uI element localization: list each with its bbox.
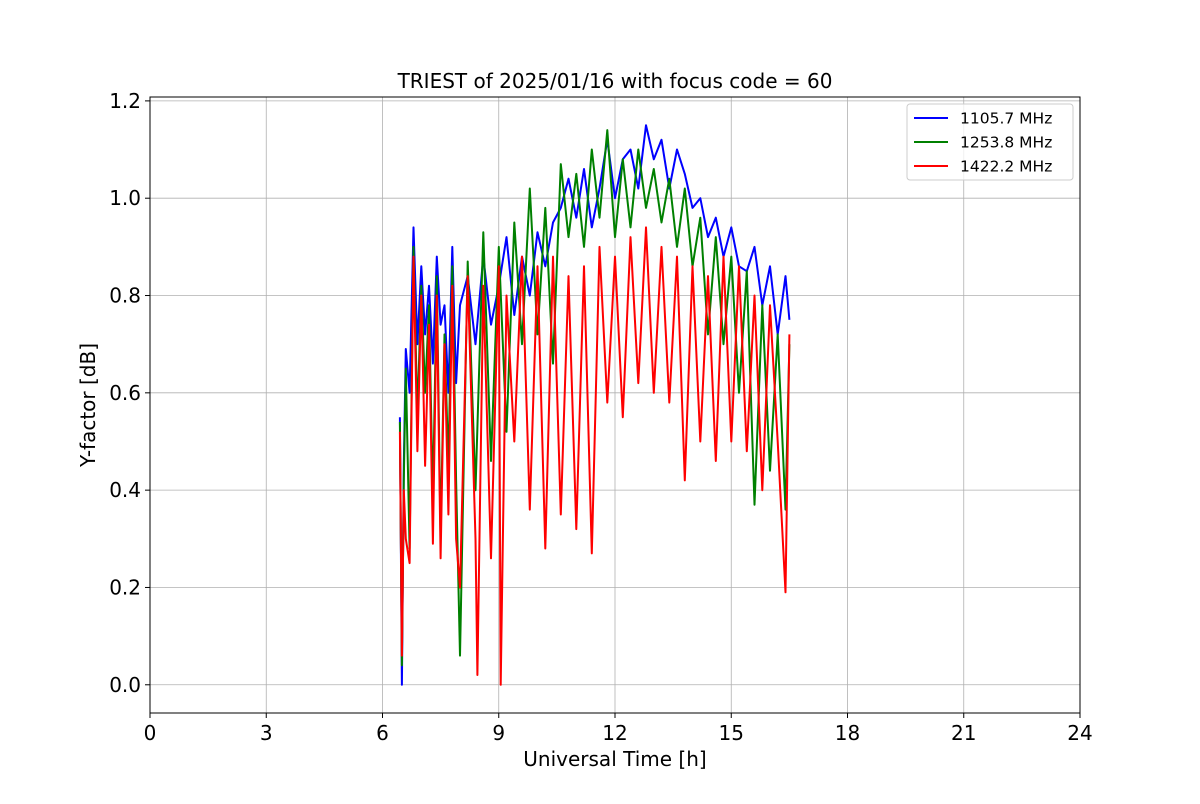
y-tick-label: 0.6 bbox=[109, 381, 141, 405]
x-tick-label: 21 bbox=[951, 721, 976, 745]
x-axis-ticks: 0 3 6 9 12 15 18 21 24 bbox=[144, 713, 1093, 745]
y-axis-ticks: 0.0 0.2 0.4 0.6 0.8 1.0 1.2 bbox=[109, 89, 150, 697]
legend-label: 1422.2 MHz bbox=[960, 158, 1052, 176]
x-tick-label: 24 bbox=[1067, 721, 1092, 745]
legend: 1105.7 MHz 1253.8 MHz 1422.2 MHz bbox=[906, 103, 1074, 181]
y-tick-label: 0.2 bbox=[109, 575, 141, 599]
legend-items: 1105.7 MHz 1253.8 MHz 1422.2 MHz bbox=[914, 110, 1052, 176]
x-tick-label: 0 bbox=[144, 721, 157, 745]
x-axis-label: Universal Time [h] bbox=[523, 747, 706, 771]
x-tick-label: 6 bbox=[376, 721, 389, 745]
legend-label: 1253.8 MHz bbox=[960, 134, 1052, 152]
x-tick-label: 18 bbox=[835, 721, 860, 745]
y-tick-label: 0.8 bbox=[109, 284, 141, 308]
y-tick-label: 1.2 bbox=[109, 89, 141, 113]
y-axis-label: Y-factor [dB] bbox=[76, 343, 100, 468]
chart-title: TRIEST of 2025/01/16 with focus code = 6… bbox=[397, 69, 833, 93]
legend-label: 1105.7 MHz bbox=[960, 110, 1052, 128]
x-tick-label: 12 bbox=[602, 721, 627, 745]
x-tick-label: 15 bbox=[719, 721, 744, 745]
series-line-1 bbox=[398, 124, 791, 686]
series-lines bbox=[398, 124, 791, 686]
x-tick-label: 3 bbox=[260, 721, 273, 745]
x-tick-label: 9 bbox=[492, 721, 505, 745]
y-tick-label: 0.4 bbox=[109, 478, 141, 502]
y-tick-label: 0.0 bbox=[109, 673, 141, 697]
series-line-3 bbox=[398, 226, 791, 686]
y-tick-label: 1.0 bbox=[109, 186, 141, 210]
legend-box bbox=[906, 103, 1074, 181]
